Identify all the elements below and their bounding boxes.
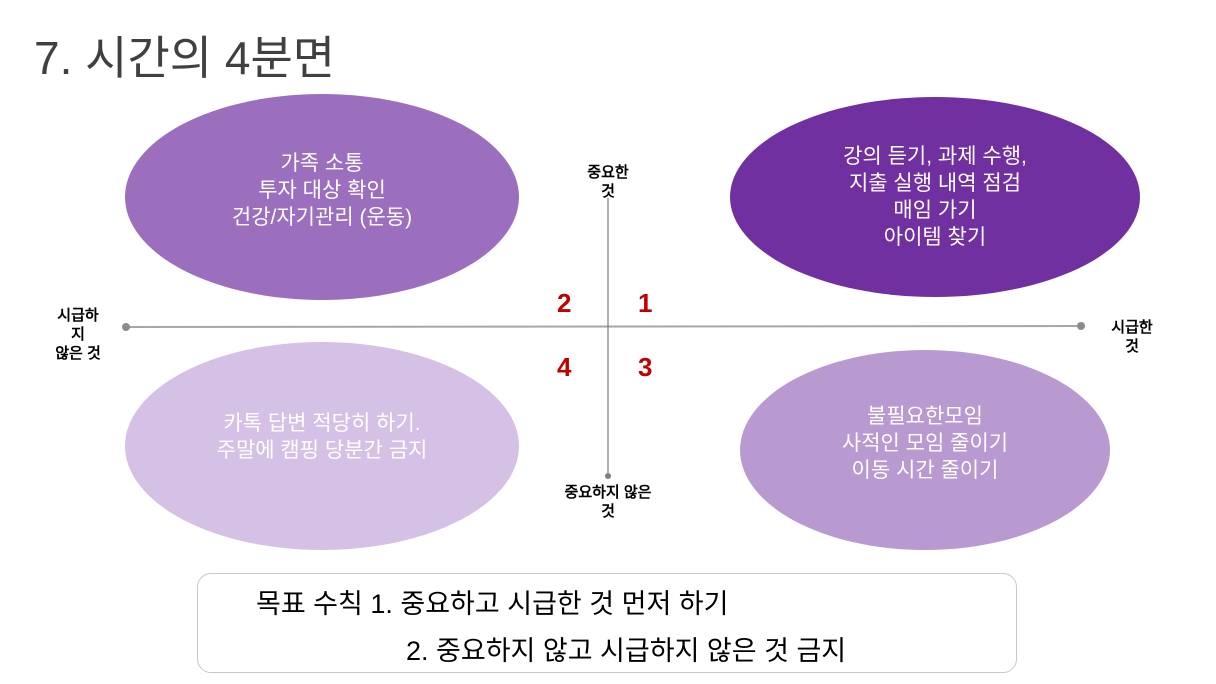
quadrant-number-4: 4	[557, 352, 572, 382]
label-line: 중요하지 않은	[564, 484, 652, 501]
label-line: 시급하	[57, 307, 99, 324]
quadrant-number-2: 2	[557, 288, 572, 318]
quadrant-number-3: 3	[638, 352, 653, 382]
label-line: 것	[1125, 338, 1139, 355]
label-line: 것	[601, 503, 615, 520]
axis-label-top: 중요한 것	[568, 163, 648, 201]
label-line: 중요한	[587, 164, 629, 181]
slide-title: 7. 시간의 4분면	[34, 32, 336, 84]
axis-label-left: 시급하 지 않은 것	[38, 306, 118, 363]
label-line: 지	[71, 326, 85, 343]
goal-box: 목표 수칙 1. 중요하고 시급한 것 먼저 하기 2. 중요하지 않고 시급하…	[197, 573, 1017, 673]
quadrant-1-ellipse: 강의 듣기, 과제 수행, 지출 실행 내역 점검 매임 가기 아이템 찾기	[730, 97, 1140, 297]
label-line: 시급한	[1111, 319, 1153, 336]
label-line: 것	[601, 183, 615, 200]
quadrant-text: 강의 듣기, 과제 수행,	[843, 145, 1027, 168]
label-line: 않은 것	[55, 345, 101, 362]
quadrant-text: 건강/자기관리 (운동)	[231, 205, 413, 229]
quadrant-4-ellipse: 카톡 답변 적당히 하기. 주말에 캠핑 당분간 금지	[125, 342, 519, 550]
goal-line-2: 2. 중요하지 않고 시급하지 않은 것 금지	[406, 636, 847, 666]
quadrant-3-ellipse: 불필요한모임 사적인 모임 줄이기 이동 시간 줄이기	[740, 350, 1110, 550]
quadrant-text: 아이템 찾기	[883, 226, 987, 249]
quadrant-text: 가족 소통	[280, 151, 364, 175]
goal-line-1: 목표 수칙 1. 중요하고 시급한 것 먼저 하기	[256, 589, 729, 619]
quadrant-text: 불필요한모임	[867, 404, 983, 428]
axis-endpoint	[1077, 322, 1085, 330]
quadrant-text: 지출 실행 내역 점검	[848, 172, 1022, 195]
quadrant-2-ellipse: 가족 소통 투자 대상 확인 건강/자기관리 (운동)	[125, 94, 519, 300]
axis-label-bottom: 중요하지 않은 것	[538, 483, 678, 521]
axis-endpoint	[122, 323, 130, 331]
quadrant-text: 카톡 답변 적당히 하기.	[223, 412, 421, 435]
quadrant-text: 이동 시간 줄이기	[851, 458, 999, 482]
quadrant-text: 매임 가기	[893, 199, 977, 222]
axis-label-right: 시급한 것	[1092, 318, 1172, 356]
quadrant-text: 투자 대상 확인	[258, 178, 386, 202]
axis-endpoint	[605, 473, 611, 479]
quadrant-text: 사적인 모임 줄이기	[841, 431, 1009, 455]
quadrant-number-1: 1	[638, 288, 653, 318]
urgency-axis	[125, 325, 1082, 328]
quadrant-text: 주말에 캠핑 당분간 금지	[216, 439, 428, 462]
